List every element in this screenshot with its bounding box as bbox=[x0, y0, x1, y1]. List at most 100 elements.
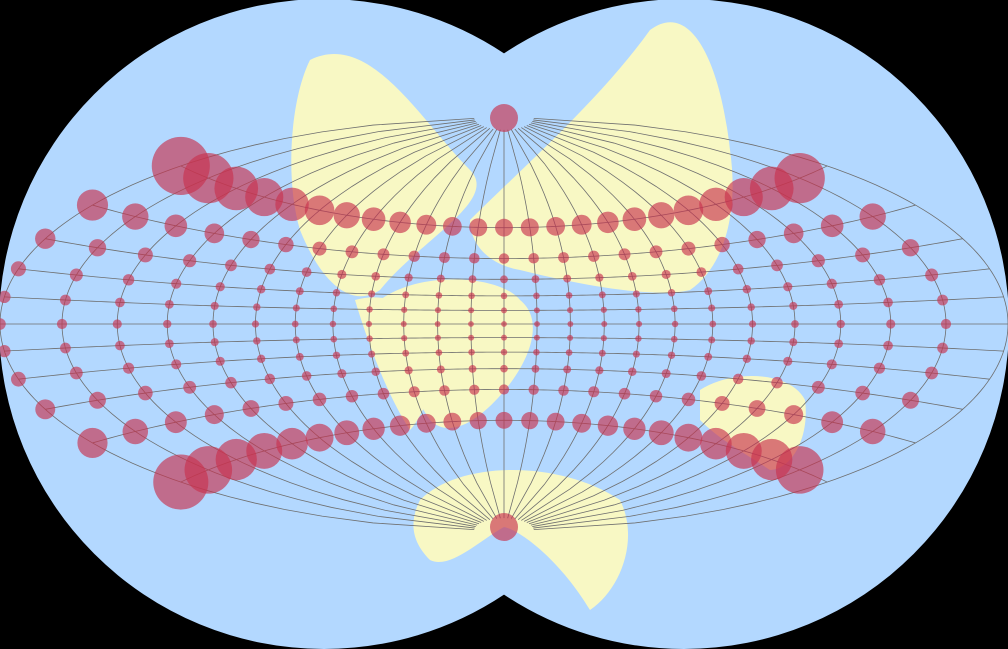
tissot-indicatrix bbox=[774, 152, 825, 204]
tissot-indicatrix bbox=[501, 307, 507, 314]
tissot-indicatrix bbox=[789, 301, 798, 310]
tissot-indicatrix bbox=[361, 207, 386, 232]
tissot-indicatrix bbox=[442, 217, 462, 236]
tissot-indicatrix bbox=[439, 252, 450, 263]
tissot-indicatrix bbox=[498, 253, 510, 264]
tissot-indicatrix bbox=[365, 320, 373, 328]
tissot-indicatrix bbox=[246, 432, 283, 469]
tissot-indicatrix bbox=[732, 263, 744, 275]
tissot-indicatrix bbox=[595, 366, 604, 375]
tissot-indicatrix bbox=[696, 371, 707, 381]
tissot-indicatrix bbox=[468, 321, 474, 327]
tissot-indicatrix bbox=[533, 292, 540, 300]
tissot-indicatrix bbox=[490, 104, 518, 132]
tissot-indicatrix bbox=[520, 218, 539, 237]
tissot-indicatrix bbox=[89, 391, 106, 409]
tissot-indicatrix bbox=[649, 245, 663, 259]
land-antarctica bbox=[413, 470, 629, 610]
tissot-indicatrix bbox=[332, 351, 341, 359]
tissot-indicatrix bbox=[648, 202, 675, 229]
tissot-indicatrix bbox=[783, 282, 793, 292]
tissot-indicatrix bbox=[210, 338, 219, 347]
tissot-indicatrix bbox=[618, 387, 631, 400]
tissot-indicatrix bbox=[661, 369, 671, 379]
tissot-indicatrix bbox=[714, 236, 730, 253]
tissot-indicatrix bbox=[563, 365, 572, 374]
tissot-indicatrix bbox=[635, 306, 642, 313]
tissot-indicatrix bbox=[334, 420, 360, 446]
tissot-indicatrix bbox=[661, 269, 671, 280]
tissot-indicatrix bbox=[632, 290, 640, 298]
tissot-indicatrix bbox=[784, 405, 804, 425]
tissot-indicatrix bbox=[771, 376, 783, 389]
tissot-indicatrix bbox=[401, 335, 408, 342]
tissot-indicatrix bbox=[873, 274, 886, 286]
tissot-indicatrix bbox=[56, 318, 68, 330]
tissot-indicatrix bbox=[500, 348, 508, 356]
tissot-indicatrix bbox=[836, 319, 845, 329]
tissot-indicatrix bbox=[811, 254, 825, 268]
tissot-indicatrix bbox=[301, 371, 312, 381]
tissot-indicatrix bbox=[469, 384, 480, 395]
tissot-indicatrix bbox=[368, 290, 376, 298]
tissot-indicatrix bbox=[366, 306, 373, 313]
tissot-indicatrix bbox=[699, 187, 733, 222]
tissot-indicatrix bbox=[598, 349, 606, 357]
tissot-indicatrix bbox=[533, 334, 540, 341]
tissot-indicatrix bbox=[404, 273, 413, 282]
tissot-indicatrix bbox=[276, 427, 308, 460]
tissot-indicatrix bbox=[748, 320, 757, 328]
tissot-indicatrix bbox=[264, 263, 276, 275]
tissot-indicatrix bbox=[820, 214, 844, 238]
tissot-indicatrix bbox=[333, 202, 360, 229]
tissot-indicatrix bbox=[77, 427, 108, 459]
tissot-indicatrix bbox=[567, 307, 574, 314]
tissot-indicatrix bbox=[435, 292, 443, 299]
tissot-indicatrix bbox=[937, 342, 948, 354]
tissot-indicatrix bbox=[534, 321, 540, 327]
tissot-indicatrix bbox=[88, 239, 107, 257]
tissot-indicatrix bbox=[873, 362, 886, 374]
tissot-indicatrix bbox=[204, 405, 224, 425]
tissot-indicatrix bbox=[137, 247, 153, 263]
tissot-indicatrix bbox=[558, 252, 569, 263]
tissot-indicatrix bbox=[673, 195, 704, 226]
tissot-indicatrix bbox=[649, 389, 663, 403]
tissot-indicatrix bbox=[469, 412, 487, 430]
tissot-indicatrix bbox=[245, 178, 284, 217]
tissot-indicatrix bbox=[498, 384, 510, 395]
tissot-indicatrix bbox=[834, 339, 843, 349]
tissot-indicatrix bbox=[940, 318, 952, 330]
tissot-indicatrix bbox=[434, 307, 441, 314]
tissot-indicatrix bbox=[122, 274, 135, 286]
tissot-indicatrix bbox=[468, 334, 475, 341]
tissot-indicatrix bbox=[674, 423, 703, 452]
tissot-indicatrix bbox=[275, 187, 309, 222]
tissot-indicatrix bbox=[443, 412, 462, 431]
tissot-indicatrix bbox=[531, 275, 540, 284]
tissot-indicatrix bbox=[925, 366, 939, 380]
tissot-indicatrix bbox=[400, 321, 407, 327]
tissot-indicatrix bbox=[501, 321, 507, 327]
tissot-indicatrix bbox=[337, 369, 347, 379]
tissot-indicatrix bbox=[368, 350, 376, 358]
tissot-indicatrix bbox=[171, 359, 182, 370]
tissot-indicatrix bbox=[742, 284, 752, 294]
tissot-indicatrix bbox=[563, 274, 572, 283]
tissot-indicatrix bbox=[747, 337, 755, 345]
tissot-indicatrix bbox=[528, 384, 539, 395]
tissot-indicatrix bbox=[0, 318, 6, 330]
tissot-indicatrix bbox=[115, 297, 125, 308]
tissot-indicatrix bbox=[635, 320, 643, 328]
tissot-indicatrix bbox=[783, 356, 793, 366]
tissot-indicatrix bbox=[618, 248, 631, 261]
tissot-indicatrix bbox=[215, 282, 225, 292]
tissot-indicatrix bbox=[10, 261, 26, 277]
tissot-indicatrix bbox=[902, 391, 919, 409]
tissot-indicatrix bbox=[377, 387, 390, 400]
tissot-indicatrix bbox=[59, 294, 71, 306]
tissot-indicatrix bbox=[775, 446, 824, 494]
tissot-indicatrix bbox=[164, 411, 187, 434]
tissot-indicatrix bbox=[469, 218, 488, 237]
tissot-indicatrix bbox=[225, 376, 237, 389]
